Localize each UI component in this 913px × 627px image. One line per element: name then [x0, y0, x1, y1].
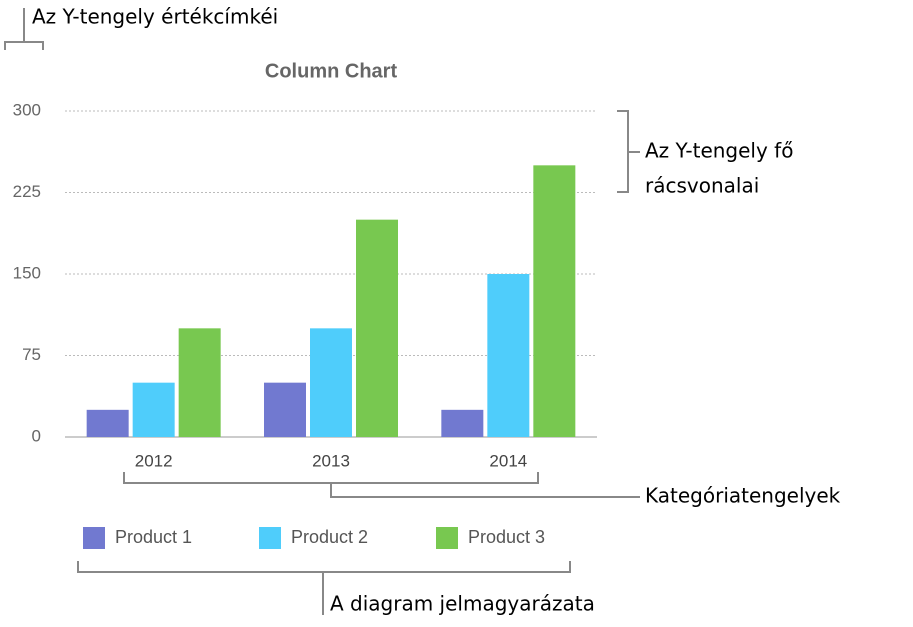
bar	[264, 382, 306, 437]
bar	[487, 274, 530, 437]
bracket	[4, 8, 44, 50]
bar	[356, 219, 398, 437]
legend-swatch	[83, 527, 105, 549]
x-tick-label: 2013	[312, 451, 350, 470]
annotation: rácsvonalai	[645, 174, 759, 198]
annotation: Kategóriatengelyek	[645, 484, 841, 508]
annotation: Az Y-tengely értékcímkéi	[32, 5, 278, 29]
y-tick-label: 300	[13, 100, 41, 119]
annotation: A diagram jelmagyarázata	[330, 592, 595, 616]
y-tick-label: 150	[13, 263, 41, 282]
bar	[132, 382, 175, 437]
chart-title: Column Chart	[265, 60, 398, 82]
bar	[178, 328, 221, 437]
x-tick-label: 2012	[135, 451, 173, 470]
bracket	[123, 472, 640, 498]
x-tick-label: 2014	[489, 451, 527, 470]
legend-label: Product 3	[468, 527, 545, 547]
bar	[310, 328, 352, 437]
y-tick-label: 75	[22, 345, 41, 364]
y-tick-label: 0	[32, 426, 41, 445]
legend-label: Product 1	[115, 527, 192, 547]
annotation: Az Y-tengely fő	[645, 139, 793, 163]
bar	[441, 409, 484, 437]
legend-swatch	[436, 527, 458, 549]
bracket	[77, 561, 571, 615]
legend-label: Product 2	[291, 527, 368, 547]
bar	[86, 409, 129, 437]
bracket	[617, 110, 640, 193]
legend-swatch	[259, 527, 281, 549]
y-tick-label: 225	[13, 182, 41, 201]
bar	[533, 165, 576, 438]
